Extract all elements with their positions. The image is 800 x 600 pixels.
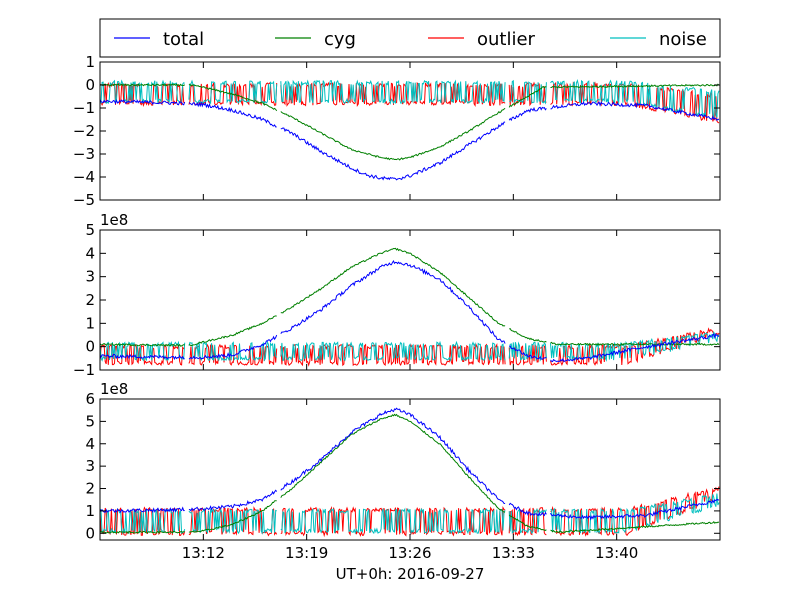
legend-entry-cyg: cyg <box>275 29 356 50</box>
y-tick-label: −3 <box>73 145 95 163</box>
y-tick-label: 2 <box>85 480 95 498</box>
panel-3: 6 5 4 3 2 1 0 1e8 13:12 13:19 13:26 13:33 13:40 <box>85 380 721 562</box>
series-line-outlier <box>100 486 720 538</box>
x-tick-label: 13:40 <box>595 544 638 562</box>
series-group <box>100 247 720 367</box>
series-group <box>100 78 720 181</box>
y-tick-label: 6 <box>85 390 95 408</box>
series-line-outlier <box>100 327 720 367</box>
y-tick-label: −4 <box>73 168 95 186</box>
panel-2: 5 4 3 2 1 0 −1 1e8 <box>73 211 721 379</box>
y-tick-label: 3 <box>85 457 95 475</box>
y-tick-label: −5 <box>73 191 95 209</box>
y-tick-label: 4 <box>85 244 95 262</box>
legend-label-noise: noise <box>659 29 707 50</box>
y-tick-label: 1 <box>85 53 95 71</box>
legend-entry-outlier: outlier <box>428 29 536 50</box>
legend-label-total: total <box>163 29 204 50</box>
y-tick-label: −1 <box>73 99 95 117</box>
y-tick-label: 1 <box>85 314 95 332</box>
series-line-cyg <box>100 83 720 161</box>
y-tick-label: 3 <box>85 268 95 286</box>
series-line-total <box>100 99 720 181</box>
panel-1: 1 0 −1 −2 −3 −4 −5 <box>73 53 721 209</box>
x-tick-label: 13:12 <box>182 544 225 562</box>
x-axis-label: UT+0h: 2016-09-27 <box>336 565 485 583</box>
y-tick-label: 4 <box>85 435 95 453</box>
y-tick-label: 1 <box>85 502 95 520</box>
y-tick-label: 0 <box>85 524 95 542</box>
series-line-noise <box>100 330 720 362</box>
series-line-total <box>100 259 720 363</box>
y-tick-label: 0 <box>85 338 95 356</box>
x-tick-label: 13:26 <box>388 544 431 562</box>
x-tick-label: 13:19 <box>285 544 328 562</box>
legend-label-outlier: outlier <box>477 29 536 50</box>
series-line-total <box>100 407 720 521</box>
y-tick-label: 2 <box>85 291 95 309</box>
y-tick-label: 5 <box>85 412 95 430</box>
y-tick-label: 5 <box>85 221 95 239</box>
x-tick-label: 13:33 <box>492 544 535 562</box>
y-scale-label: 1e8 <box>100 380 128 398</box>
y-tick-label: 0 <box>85 76 95 94</box>
y-scale-label: 1e8 <box>100 211 128 229</box>
series-line-noise <box>100 78 720 119</box>
y-tick-label: −2 <box>73 122 95 140</box>
legend-entry-total: total <box>114 29 204 50</box>
series-line-cyg <box>100 247 720 347</box>
y-tick-label: −1 <box>73 361 95 379</box>
series-line-noise <box>100 493 720 535</box>
legend-label-cyg: cyg <box>324 29 356 50</box>
legend-entry-noise: noise <box>610 29 707 50</box>
series-group <box>100 407 720 538</box>
series-line-cyg <box>100 413 720 534</box>
legend: total cyg outlier noise <box>99 18 721 58</box>
